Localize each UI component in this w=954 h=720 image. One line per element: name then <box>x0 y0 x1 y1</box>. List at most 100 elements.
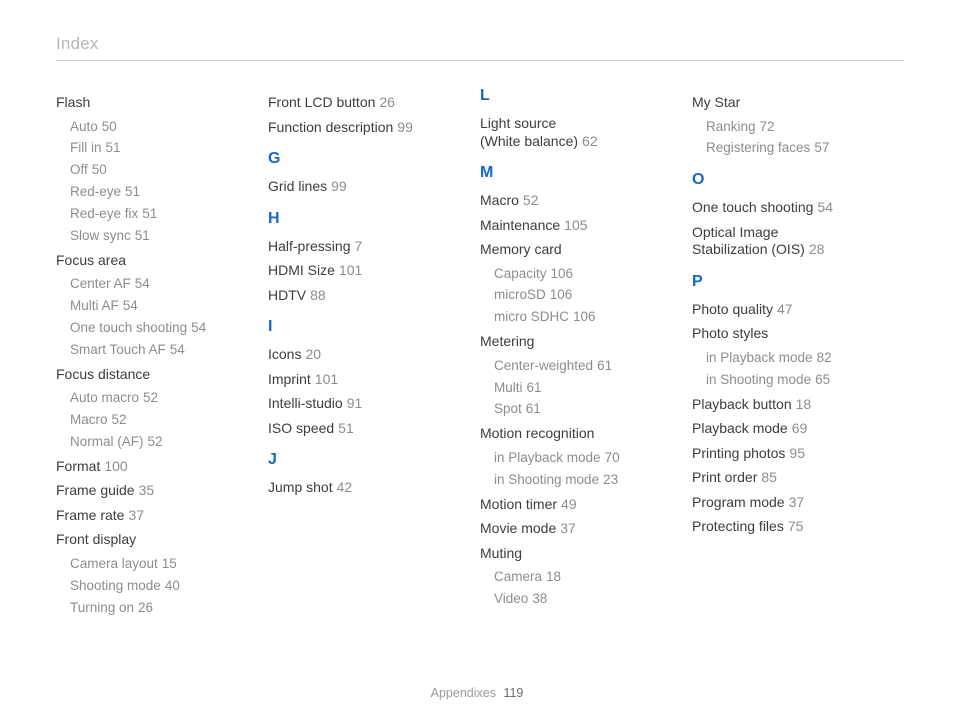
index-subentry[interactable]: Video38 <box>494 591 684 608</box>
index-subentry-page: 51 <box>106 140 121 155</box>
index-subentry[interactable]: Multi AF54 <box>70 298 260 315</box>
index-entry-page: 69 <box>792 420 808 436</box>
index-subentry[interactable]: Slow sync51 <box>70 228 260 245</box>
index-entry[interactable]: Frame rate37 <box>56 507 260 525</box>
index-entry-label: Imprint <box>268 371 311 387</box>
index-entry[interactable]: My Star <box>692 94 896 112</box>
index-entry[interactable]: Protecting files75 <box>692 518 896 536</box>
index-subentry[interactable]: Off50 <box>70 162 260 179</box>
index-letter-heading: I <box>268 318 472 336</box>
index-subentry[interactable]: micro SDHC106 <box>494 309 684 326</box>
index-subentry-label: Red-eye <box>70 184 121 199</box>
index-columns: FlashAuto50Fill in51Off50Red-eye51Red-ey… <box>56 87 904 622</box>
index-subentry-page: 38 <box>532 591 547 606</box>
index-subentry[interactable]: microSD106 <box>494 287 684 304</box>
index-entry[interactable]: Function description99 <box>268 119 472 137</box>
index-entry[interactable]: Intelli-studio91 <box>268 395 472 413</box>
index-entry[interactable]: Photo styles <box>692 325 896 343</box>
index-subentry-label: Fill in <box>70 140 102 155</box>
index-entry[interactable]: Front LCD button26 <box>268 94 472 112</box>
index-entry-label: Metering <box>480 333 534 349</box>
index-subentry[interactable]: in Playback mode70 <box>494 450 684 467</box>
index-subentry[interactable]: Capacity106 <box>494 266 684 283</box>
page: Index FlashAuto50Fill in51Off50Red-eye51… <box>0 0 954 720</box>
index-entry[interactable]: Muting <box>480 545 684 563</box>
index-entry[interactable]: Focus area <box>56 252 260 270</box>
index-entry[interactable]: Optical Image Stabilization (OIS)28 <box>692 224 896 259</box>
index-subentry[interactable]: Turning on26 <box>70 600 260 617</box>
index-entry[interactable]: Imprint101 <box>268 371 472 389</box>
index-entry[interactable]: One touch shooting54 <box>692 199 896 217</box>
index-entry[interactable]: ISO speed51 <box>268 420 472 438</box>
index-subentry-page: 51 <box>142 206 157 221</box>
index-entry-label: Movie mode <box>480 520 556 536</box>
index-entry[interactable]: Flash <box>56 94 260 112</box>
index-subentry[interactable]: Auto macro52 <box>70 390 260 407</box>
index-entry[interactable]: Printing photos95 <box>692 445 896 463</box>
index-entry[interactable]: Maintenance105 <box>480 217 684 235</box>
index-entry[interactable]: Light source (White balance)62 <box>480 115 684 150</box>
index-entry-label: Playback button <box>692 396 792 412</box>
index-entry[interactable]: Motion recognition <box>480 425 684 443</box>
index-entry[interactable]: Program mode37 <box>692 494 896 512</box>
index-entry[interactable]: HDTV88 <box>268 287 472 305</box>
index-entry[interactable]: Movie mode37 <box>480 520 684 538</box>
index-entry[interactable]: Motion timer49 <box>480 496 684 514</box>
index-subentry[interactable]: in Shooting mode23 <box>494 472 684 489</box>
index-entry[interactable]: Focus distance <box>56 366 260 384</box>
index-entry[interactable]: Jump shot42 <box>268 479 472 497</box>
index-subentry[interactable]: Registering faces57 <box>706 140 896 157</box>
index-entry[interactable]: Memory card <box>480 241 684 259</box>
index-entry[interactable]: Playback button18 <box>692 396 896 414</box>
index-subentry-page: 51 <box>135 228 150 243</box>
index-entry-page: 99 <box>331 178 347 194</box>
index-entry[interactable]: Frame guide35 <box>56 482 260 500</box>
index-subentry[interactable]: Center-weighted61 <box>494 358 684 375</box>
index-entry-label: Maintenance <box>480 217 560 233</box>
index-entry-page: 20 <box>305 346 321 362</box>
index-subentry-page: 70 <box>605 450 620 465</box>
index-subentry[interactable]: Center AF54 <box>70 276 260 293</box>
index-subentry[interactable]: Spot61 <box>494 401 684 418</box>
index-entry[interactable]: HDMI Size101 <box>268 262 472 280</box>
index-subentry[interactable]: Ranking72 <box>706 119 896 136</box>
index-entry[interactable]: Grid lines99 <box>268 178 472 196</box>
index-subentry[interactable]: Multi61 <box>494 380 684 397</box>
index-subentry-page: 106 <box>550 287 573 302</box>
index-subentry[interactable]: Normal (AF)52 <box>70 434 260 451</box>
index-subentry[interactable]: in Playback mode82 <box>706 350 896 367</box>
index-subentry[interactable]: Camera layout15 <box>70 556 260 573</box>
index-subentry[interactable]: Shooting mode40 <box>70 578 260 595</box>
index-subentry[interactable]: in Shooting mode65 <box>706 372 896 389</box>
index-subentry-page: 82 <box>817 350 832 365</box>
index-subentry[interactable]: Fill in 51 <box>70 140 260 157</box>
index-entry[interactable]: Print order85 <box>692 469 896 487</box>
index-entry[interactable]: Photo quality47 <box>692 301 896 319</box>
index-entry[interactable]: Icons20 <box>268 346 472 364</box>
index-subentry[interactable]: Macro52 <box>70 412 260 429</box>
index-entry[interactable]: Playback mode69 <box>692 420 896 438</box>
index-entry-page: 37 <box>128 507 144 523</box>
index-entry-label: HDTV <box>268 287 306 303</box>
index-subentry[interactable]: Camera18 <box>494 569 684 586</box>
index-entry[interactable]: Half-pressing7 <box>268 238 472 256</box>
index-subentry[interactable]: Red-eye 51 <box>70 184 260 201</box>
index-letter-heading: L <box>480 87 684 105</box>
index-subentry[interactable]: Auto50 <box>70 119 260 136</box>
index-subentry-label: Capacity <box>494 266 547 281</box>
index-entry[interactable]: Metering <box>480 333 684 351</box>
index-entry-page: 100 <box>104 458 127 474</box>
index-subentry[interactable]: Smart Touch AF54 <box>70 342 260 359</box>
index-entry[interactable]: Format100 <box>56 458 260 476</box>
index-entry-label: Memory card <box>480 241 562 257</box>
index-subentry[interactable]: Red-eye fix51 <box>70 206 260 223</box>
index-subentry-page: 54 <box>170 342 185 357</box>
index-subentry-page: 51 <box>125 184 140 199</box>
index-entry[interactable]: Front display <box>56 531 260 549</box>
index-subentry-page: 26 <box>138 600 153 615</box>
index-entry-label: Function description <box>268 119 393 135</box>
index-entry-label: Front LCD button <box>268 94 375 110</box>
index-subentry[interactable]: One touch shooting54 <box>70 320 260 337</box>
index-entry[interactable]: Macro52 <box>480 192 684 210</box>
index-entry-label: Jump shot <box>268 479 333 495</box>
